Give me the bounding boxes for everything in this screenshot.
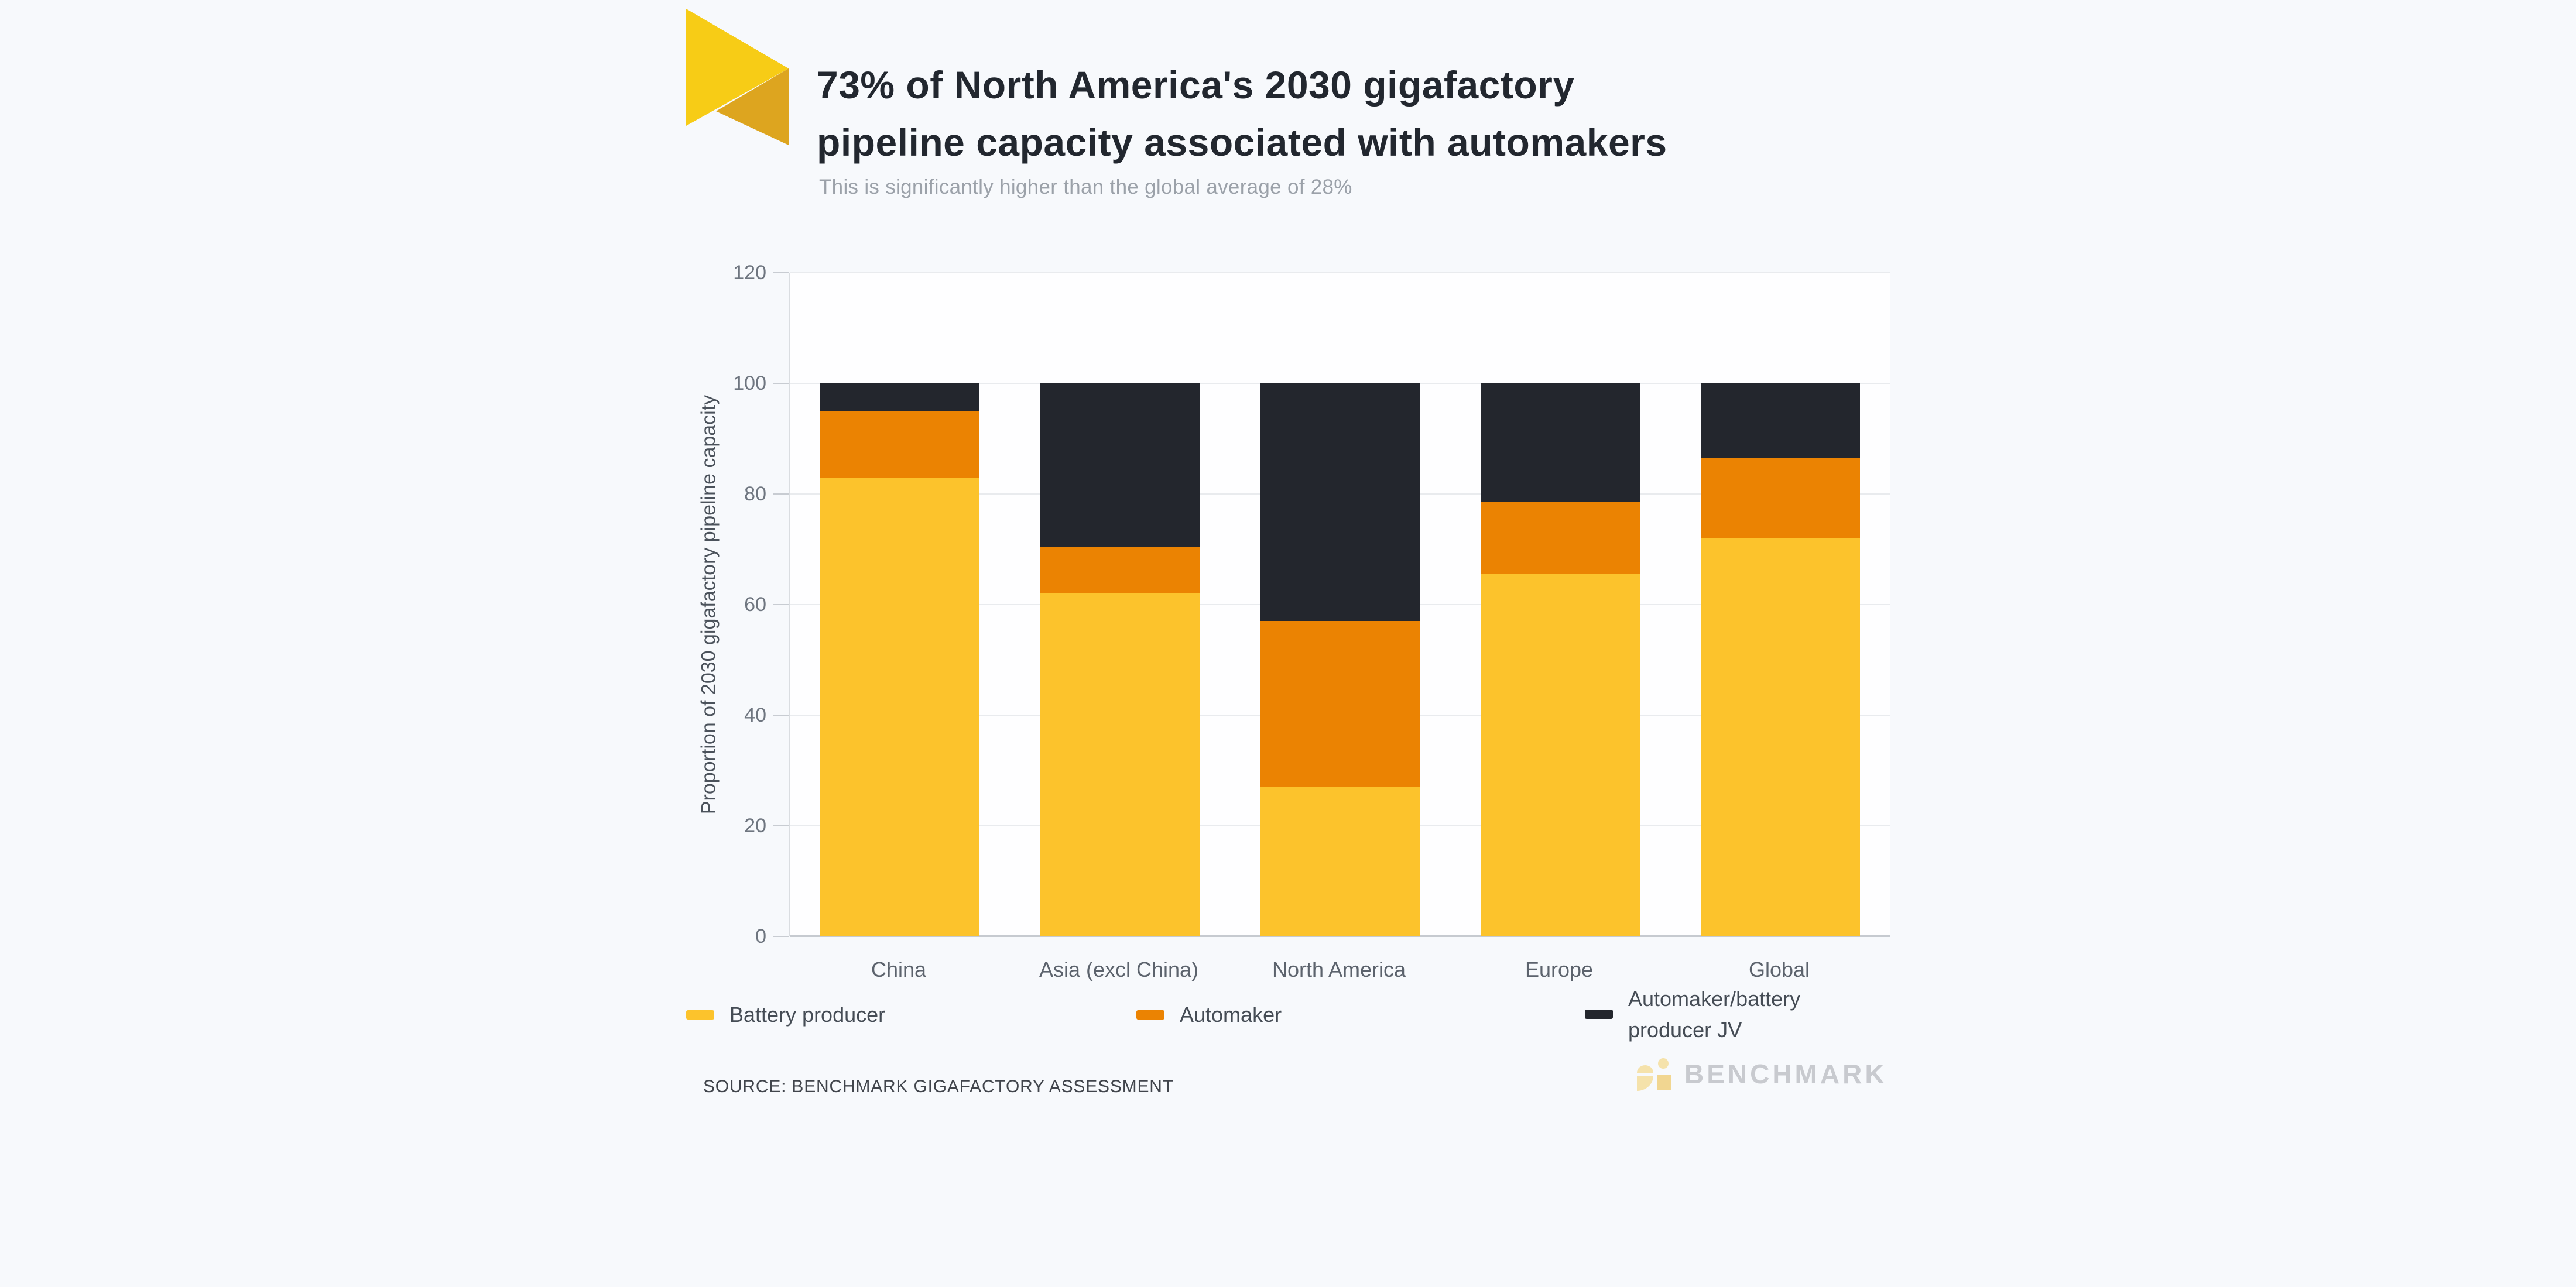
y-tick-120 xyxy=(773,272,789,273)
bar-asia-excl-china- xyxy=(1040,383,1200,936)
y-tick-40 xyxy=(773,715,789,716)
bar-segment-automaker xyxy=(1260,621,1420,787)
x-axis-label-global: Global xyxy=(1748,957,1810,981)
bar-segment-automaker xyxy=(820,411,979,478)
bar-segment-automaker xyxy=(1040,546,1200,594)
bar-segment-automaker-battery-producer-jv xyxy=(820,383,979,411)
legend-item-automaker-battery-jv: Automaker/battery producer JV xyxy=(1585,983,1800,1045)
legend-label-jv-line1: Automaker/battery xyxy=(1628,987,1801,1011)
bar-segment-battery-producer xyxy=(1040,593,1200,936)
x-axis-label-china: China xyxy=(871,957,927,981)
y-tick-0 xyxy=(773,936,789,937)
legend-item-battery-producer: Battery producer xyxy=(686,998,885,1031)
page-title: 73% of North America's 2030 gigafactory … xyxy=(817,56,1667,171)
legend-label-battery-producer: Battery producer xyxy=(729,1003,886,1027)
legend-swatch-battery-producer xyxy=(686,1010,714,1020)
footer-icon-fan xyxy=(1637,1076,1653,1091)
bar-china xyxy=(820,383,979,936)
bar-north-america xyxy=(1260,383,1420,936)
y-tick-100 xyxy=(773,383,789,384)
bar-segment-battery-producer xyxy=(1481,574,1640,936)
source-note: SOURCE: BENCHMARK GIGAFACTORY ASSESSMENT xyxy=(703,1077,1174,1096)
benchmark-footer-logo: BENCHMARK xyxy=(1636,1057,1888,1091)
legend-swatch-automaker-battery-jv xyxy=(1585,1010,1613,1019)
gridline-y120 xyxy=(790,272,1890,273)
benchmark-flag-icon xyxy=(686,9,789,145)
footer-icon-dome xyxy=(1637,1065,1653,1073)
y-tick-label-20: 20 xyxy=(744,815,766,837)
y-tick-20 xyxy=(773,825,789,826)
y-tick-label-100: 100 xyxy=(733,372,766,394)
gridline-y100 xyxy=(790,383,1890,384)
bar-segment-automaker-battery-producer-jv xyxy=(1260,383,1420,622)
plot-area: 0 20 40 60 80 100 120 xyxy=(733,263,1890,946)
y-tick-80 xyxy=(773,493,789,495)
bar-segment-battery-producer xyxy=(1701,538,1860,936)
page-subtitle: This is significantly higher than the gl… xyxy=(819,176,1352,198)
page-title-line1: 73% of North America's 2030 gigafactory xyxy=(817,63,1575,107)
bar-segment-automaker-battery-producer-jv xyxy=(1701,383,1860,458)
flag-secondary-shape xyxy=(716,68,789,145)
y-tick-60 xyxy=(773,604,789,605)
x-axis-label-asia-excl-china-: Asia (excl China) xyxy=(1039,957,1199,981)
x-axis-label-europe: Europe xyxy=(1525,957,1594,981)
bar-segment-automaker xyxy=(1701,458,1860,538)
y-tick-label-0: 0 xyxy=(755,925,766,948)
page-title-line2: pipeline capacity associated with automa… xyxy=(817,121,1667,164)
y-tick-label-40: 40 xyxy=(744,704,766,726)
bar-europe xyxy=(1481,383,1640,936)
bar-segment-battery-producer xyxy=(820,477,979,936)
bar-segment-automaker-battery-producer-jv xyxy=(1481,383,1640,503)
footer-icon-square xyxy=(1657,1075,1671,1090)
flag-primary-shape xyxy=(686,9,789,126)
y-tick-label-60: 60 xyxy=(744,593,766,616)
benchmark-footer-icon xyxy=(1637,1058,1671,1091)
bar-segment-battery-producer xyxy=(1260,787,1420,936)
legend-label-automaker: Automaker xyxy=(1180,1003,1282,1027)
footer-icon-dot xyxy=(1658,1058,1669,1069)
bar-segment-automaker xyxy=(1481,502,1640,575)
legend-swatch-automaker xyxy=(1136,1010,1164,1020)
y-tick-label-80: 80 xyxy=(744,483,766,505)
x-axis-label-north-america: North America xyxy=(1272,957,1406,981)
legend-label-automaker-battery-jv: Automaker/battery producer JV xyxy=(1628,983,1800,1045)
y-tick-label-120: 120 xyxy=(733,262,766,284)
legend-label-jv-line2: producer JV xyxy=(1628,1018,1742,1042)
bar-global xyxy=(1701,383,1860,936)
bar-segment-automaker-battery-producer-jv xyxy=(1040,383,1200,547)
footer-logo-text: BENCHMARK xyxy=(1684,1059,1888,1089)
legend-item-automaker: Automaker xyxy=(1136,998,1282,1031)
